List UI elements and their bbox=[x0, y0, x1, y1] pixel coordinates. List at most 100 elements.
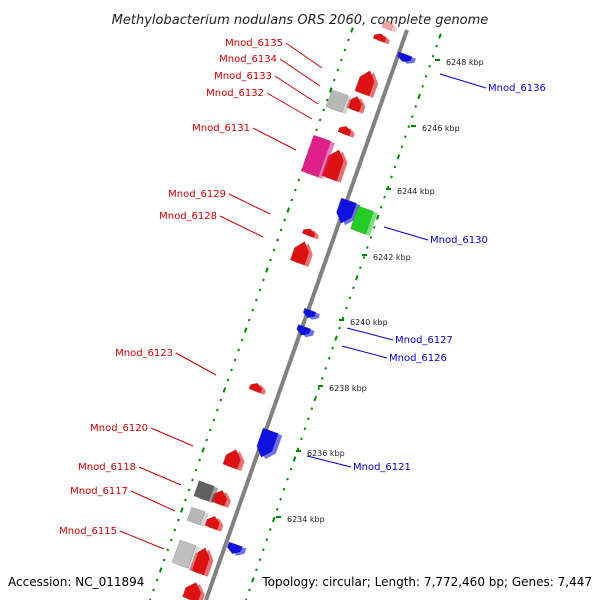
gene-feature bbox=[193, 480, 215, 502]
left-leader-line bbox=[119, 530, 165, 550]
track-major-tick bbox=[396, 154, 401, 160]
left-leader-line bbox=[285, 42, 323, 69]
track-dot bbox=[177, 518, 180, 522]
track-dot bbox=[293, 188, 297, 192]
gene-label-left[interactable]: Mnod_6129 bbox=[168, 189, 226, 200]
gene-label-left[interactable]: Mnod_6128 bbox=[159, 211, 217, 222]
track-dot bbox=[230, 368, 233, 372]
track-major-tick bbox=[271, 516, 276, 523]
track-dot bbox=[369, 236, 373, 239]
left-leader-line bbox=[252, 127, 297, 151]
track-dot bbox=[325, 98, 329, 102]
gene-feature bbox=[222, 449, 241, 470]
gene-label-right[interactable]: Mnod_6121 bbox=[353, 462, 411, 473]
track-dot bbox=[435, 44, 438, 48]
gene-feature bbox=[325, 89, 349, 113]
gene-label-right[interactable]: Mnod_6130 bbox=[430, 235, 488, 246]
track-dot bbox=[187, 488, 191, 492]
track-dot bbox=[194, 468, 198, 472]
gene-label-right[interactable]: Mnod_6126 bbox=[389, 353, 447, 364]
gene-label-left[interactable]: Mnod_6118 bbox=[78, 462, 136, 473]
track-dot bbox=[332, 78, 336, 82]
track-dot bbox=[268, 528, 272, 531]
gene-label-left[interactable]: Mnod_6120 bbox=[90, 423, 148, 434]
track-dot bbox=[383, 195, 386, 199]
track-dot bbox=[240, 338, 244, 342]
gene-label-left[interactable]: Mnod_6132 bbox=[206, 88, 264, 99]
gene-feature bbox=[381, 20, 394, 31]
map-title: Methylobacterium nodulans ORS 2060, comp… bbox=[112, 13, 489, 28]
track-dot bbox=[341, 316, 345, 320]
topology-text: Topology: circular; Length: 7,772,460 bp… bbox=[261, 575, 592, 589]
track-major-tick bbox=[292, 456, 297, 462]
track-dot bbox=[262, 548, 265, 552]
track-dot bbox=[336, 68, 340, 72]
kbp-ticks: 6248 kbp 6246 kbp 6244 kbp 6242 kbp 6240 kbp… bbox=[276, 58, 484, 524]
track-dot bbox=[276, 238, 279, 242]
gene-feature bbox=[248, 382, 263, 394]
track-dot bbox=[324, 366, 327, 370]
track-major-tick bbox=[334, 335, 338, 341]
gene-label-left[interactable]: Mnod_6117 bbox=[70, 486, 128, 497]
kbp-tick-label: 6234 kbp bbox=[287, 515, 325, 524]
right-dotted-track bbox=[244, 33, 442, 600]
track-dot bbox=[365, 246, 369, 249]
gene-feature bbox=[226, 541, 243, 554]
track-dot bbox=[404, 135, 407, 139]
track-dot bbox=[327, 356, 331, 360]
track-dot bbox=[386, 185, 390, 189]
track-major-tick bbox=[375, 214, 380, 220]
track-dot bbox=[290, 198, 294, 202]
kbp-tick-label: 6244 kbp bbox=[397, 187, 435, 196]
track-dot bbox=[255, 298, 258, 302]
track-dot bbox=[289, 467, 293, 471]
gene-label-left[interactable]: Mnod_6115 bbox=[59, 526, 117, 537]
gene-feature bbox=[302, 307, 317, 319]
gene-feature bbox=[372, 33, 387, 43]
track-dot bbox=[226, 378, 230, 382]
gene-feature bbox=[186, 506, 206, 526]
track-major-tick bbox=[265, 267, 269, 273]
track-dot bbox=[169, 538, 173, 542]
track-dot bbox=[255, 568, 258, 572]
track-dot bbox=[219, 398, 223, 402]
track-dot bbox=[296, 447, 300, 451]
gene-feature bbox=[397, 51, 413, 63]
track-dot bbox=[343, 48, 347, 52]
gene-feature bbox=[337, 125, 352, 137]
kbp-tick-label: 6246 kbp bbox=[422, 124, 460, 133]
track-dot bbox=[338, 326, 341, 330]
left-leader-line bbox=[130, 490, 176, 512]
gene-label-left[interactable]: Mnod_6133 bbox=[214, 71, 272, 82]
track-dot bbox=[265, 538, 269, 541]
gene-label-left[interactable]: Mnod_6134 bbox=[219, 54, 277, 65]
gene-label-left[interactable]: Mnod_6131 bbox=[192, 123, 250, 134]
kbp-tick-label: 6248 kbp bbox=[446, 58, 484, 67]
right-leader-line bbox=[341, 345, 388, 359]
track-dot bbox=[318, 118, 322, 122]
track-major-tick bbox=[417, 93, 421, 100]
track-dot bbox=[272, 248, 276, 252]
track-dot bbox=[155, 578, 159, 582]
track-dot bbox=[315, 128, 318, 132]
track-dot bbox=[173, 528, 177, 532]
track-dot bbox=[345, 306, 348, 310]
left-leader-line bbox=[219, 215, 264, 238]
track-dot bbox=[414, 105, 418, 108]
gene-label-right[interactable]: Mnod_6136 bbox=[488, 83, 546, 94]
gene-label-left[interactable]: Mnod_6135 bbox=[225, 38, 283, 49]
left-leader-line bbox=[150, 427, 194, 447]
gene-label-left[interactable]: Mnod_6123 bbox=[115, 348, 173, 359]
track-dot bbox=[166, 548, 170, 552]
track-dot bbox=[162, 558, 166, 562]
gene-feature bbox=[289, 241, 309, 266]
track-major-tick bbox=[180, 507, 184, 513]
gene-label-right[interactable]: Mnod_6127 bbox=[395, 335, 453, 346]
track-dot bbox=[191, 478, 194, 482]
track-major-tick bbox=[201, 447, 205, 453]
right-leader-line bbox=[306, 455, 352, 468]
left-leader-line bbox=[274, 75, 319, 105]
track-major-tick bbox=[355, 275, 359, 281]
track-dot bbox=[258, 558, 262, 562]
